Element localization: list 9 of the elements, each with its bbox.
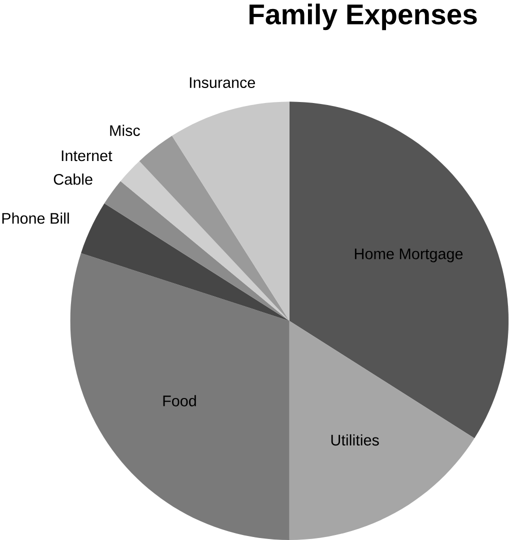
slice-label: Misc — [110, 124, 140, 136]
slice-label: Home Mortgage — [355, 248, 463, 262]
chart-title: Family Expenses — [250, 4, 478, 30]
slice-label: Insurance — [190, 77, 256, 88]
slice-label: Phone Bill — [2, 212, 70, 224]
slice-label: Utilities — [332, 434, 380, 446]
slice-label: Cable — [54, 174, 93, 185]
slice-label: Food — [164, 395, 196, 406]
slice-label: Internet — [62, 150, 112, 162]
